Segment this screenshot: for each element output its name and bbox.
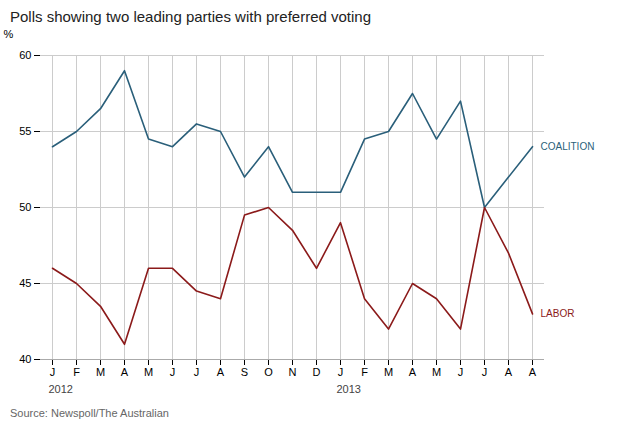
svg-text:2012: 2012 bbox=[49, 383, 73, 395]
svg-text:J: J bbox=[458, 366, 464, 378]
svg-text:A: A bbox=[217, 366, 225, 378]
svg-text:S: S bbox=[241, 366, 248, 378]
svg-text:60: 60 bbox=[19, 49, 31, 61]
svg-text:F: F bbox=[73, 366, 80, 378]
svg-text:N: N bbox=[289, 366, 297, 378]
svg-text:COALITION: COALITION bbox=[541, 141, 595, 152]
svg-text:J: J bbox=[338, 366, 344, 378]
svg-text:M: M bbox=[144, 366, 153, 378]
svg-text:M: M bbox=[384, 366, 393, 378]
svg-text:M: M bbox=[432, 366, 441, 378]
svg-text:F: F bbox=[361, 366, 368, 378]
svg-text:O: O bbox=[264, 366, 273, 378]
svg-text:45: 45 bbox=[19, 277, 31, 289]
svg-text:40: 40 bbox=[19, 353, 31, 365]
svg-text:50: 50 bbox=[19, 201, 31, 213]
svg-text:J: J bbox=[194, 366, 200, 378]
svg-text:J: J bbox=[50, 366, 56, 378]
svg-text:A: A bbox=[121, 366, 129, 378]
svg-text:D: D bbox=[313, 366, 321, 378]
html-text:Source: Newspoll/The Australia: Source: Newspoll/The Australian bbox=[10, 407, 169, 419]
svg-text:A: A bbox=[529, 366, 537, 378]
svg-text:J: J bbox=[482, 366, 488, 378]
svg-text:A: A bbox=[505, 366, 513, 378]
svg-text:J: J bbox=[170, 366, 176, 378]
svg-text:2013: 2013 bbox=[337, 383, 361, 395]
svg-text:A: A bbox=[409, 366, 417, 378]
html-text:Polls showing two leading part: Polls showing two leading parties with p… bbox=[10, 8, 371, 25]
svg-text:M: M bbox=[96, 366, 105, 378]
svg-text:55: 55 bbox=[19, 125, 31, 137]
svg-text:LABOR: LABOR bbox=[541, 308, 575, 319]
svg-text:%: % bbox=[4, 28, 14, 40]
